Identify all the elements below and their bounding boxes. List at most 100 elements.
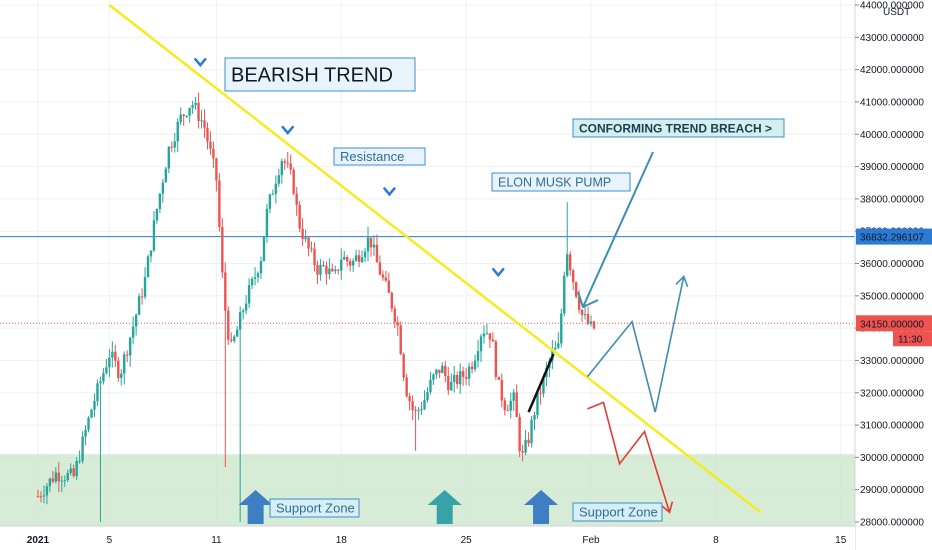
annotation-resistance: Resistance <box>333 147 426 166</box>
price-tick-label: 40000.000000 <box>860 130 924 141</box>
candle-body <box>274 183 278 194</box>
candle-body <box>500 379 504 401</box>
candle-body <box>423 400 426 409</box>
candle-body <box>167 146 171 169</box>
price-tick-label: 38000.000000 <box>860 194 924 205</box>
price-tick-label: 35000.000000 <box>860 291 924 302</box>
candle-body <box>322 264 325 266</box>
candle-body <box>247 285 251 304</box>
forecast-paths <box>527 151 689 514</box>
candle-body <box>357 255 361 262</box>
annotation-elon-pump-box <box>491 172 631 192</box>
candle-body <box>185 115 188 117</box>
annotation-resistance-box <box>333 147 426 166</box>
candle-body <box>408 396 411 402</box>
candle-body <box>173 141 176 148</box>
candle-body <box>230 339 233 341</box>
annotation-trend-breach-box <box>572 118 785 138</box>
candle-body <box>161 182 165 194</box>
candle-body <box>57 472 61 482</box>
annotation-bearish-trend-text: BEARISH TREND <box>231 65 393 87</box>
level-label-bg <box>856 315 932 332</box>
candle-body <box>527 439 530 444</box>
candle-body <box>319 264 322 275</box>
candle-body <box>473 360 477 370</box>
time-tick-label: 18 <box>336 535 348 546</box>
candle-body <box>381 274 385 278</box>
candle-body <box>509 400 512 411</box>
candle-body <box>310 248 313 250</box>
candle-body <box>574 282 578 297</box>
candle-body <box>158 193 162 209</box>
price-unit-label: USDT <box>883 7 910 18</box>
candle-body <box>586 314 590 324</box>
annotation-trend-breach: CONFORMING TREND BREACH > <box>572 118 785 138</box>
annotation-trend-breach-text: CONFORMING TREND BREACH > <box>579 121 772 135</box>
candle-body <box>456 374 459 385</box>
candle-body <box>369 237 373 248</box>
candle-body <box>580 309 584 316</box>
down-arrow-icon <box>383 187 396 197</box>
candle-body <box>84 429 87 437</box>
candle-body <box>221 227 224 273</box>
bearish-trendline[interactable] <box>108 4 762 514</box>
candle-body <box>536 392 539 416</box>
candle-body <box>566 254 569 276</box>
price-axis-bg <box>855 0 932 550</box>
candle-body <box>571 270 575 283</box>
price-tick-label: 30000.000000 <box>860 453 924 464</box>
candle-body <box>491 339 495 342</box>
candle-body <box>399 325 402 355</box>
candle-body <box>521 451 524 453</box>
candle-body <box>90 409 93 418</box>
candle-body <box>298 204 301 229</box>
price-tick-label: 32000.000000 <box>860 388 924 399</box>
candle-body <box>476 351 480 361</box>
candle-body <box>51 478 55 482</box>
level-label: 36832.296107 <box>860 233 924 244</box>
annotation-elon-pump: ELON MUSK PUMP <box>491 172 631 192</box>
candle-body <box>164 168 168 183</box>
candle-body <box>568 254 572 271</box>
forecast-path-bearish <box>587 401 671 513</box>
price-axis[interactable]: 28000.000000 29000.000000 30000.000000 3100… <box>854 0 932 550</box>
candle-body <box>194 102 197 106</box>
candle-body <box>316 265 319 275</box>
candle-body <box>417 409 420 411</box>
candle-body <box>268 194 272 209</box>
candle-body <box>485 333 489 335</box>
candle-body <box>111 351 114 358</box>
candle-body <box>503 400 506 411</box>
candle-body <box>134 314 138 327</box>
up-arrow-icon <box>524 490 559 524</box>
candle-body <box>137 296 141 315</box>
candle-body <box>343 256 346 260</box>
candle-body <box>414 410 417 412</box>
time-tick-label: 15 <box>835 535 847 546</box>
support-zone-band <box>0 454 855 526</box>
candle-body <box>488 333 492 340</box>
candle-body <box>512 392 515 401</box>
candle-body <box>93 401 96 410</box>
candle-body <box>372 244 376 248</box>
candle-body <box>125 354 129 356</box>
candle-body <box>78 460 81 462</box>
candle-body <box>209 141 212 149</box>
candle-body <box>435 369 438 375</box>
annotation-support-zone-2: Support Zone <box>572 502 663 522</box>
candle-body <box>458 371 462 385</box>
candle-body <box>146 256 150 278</box>
candle-body <box>390 292 394 309</box>
candle-body <box>63 480 66 482</box>
price-tick-label: 39000.000000 <box>860 162 924 173</box>
candle-body <box>105 367 108 374</box>
candle-body <box>191 105 194 108</box>
candle-body <box>117 360 120 378</box>
time-axis[interactable]: 2021 5 11 18 25 Feb 8 15 <box>0 525 855 550</box>
price-tick-label: 28000.000000 <box>860 518 924 529</box>
candle-body <box>42 495 46 497</box>
price-tick-label: 36000.000000 <box>860 259 924 270</box>
candle-body <box>539 392 542 394</box>
candle-body <box>396 322 399 326</box>
